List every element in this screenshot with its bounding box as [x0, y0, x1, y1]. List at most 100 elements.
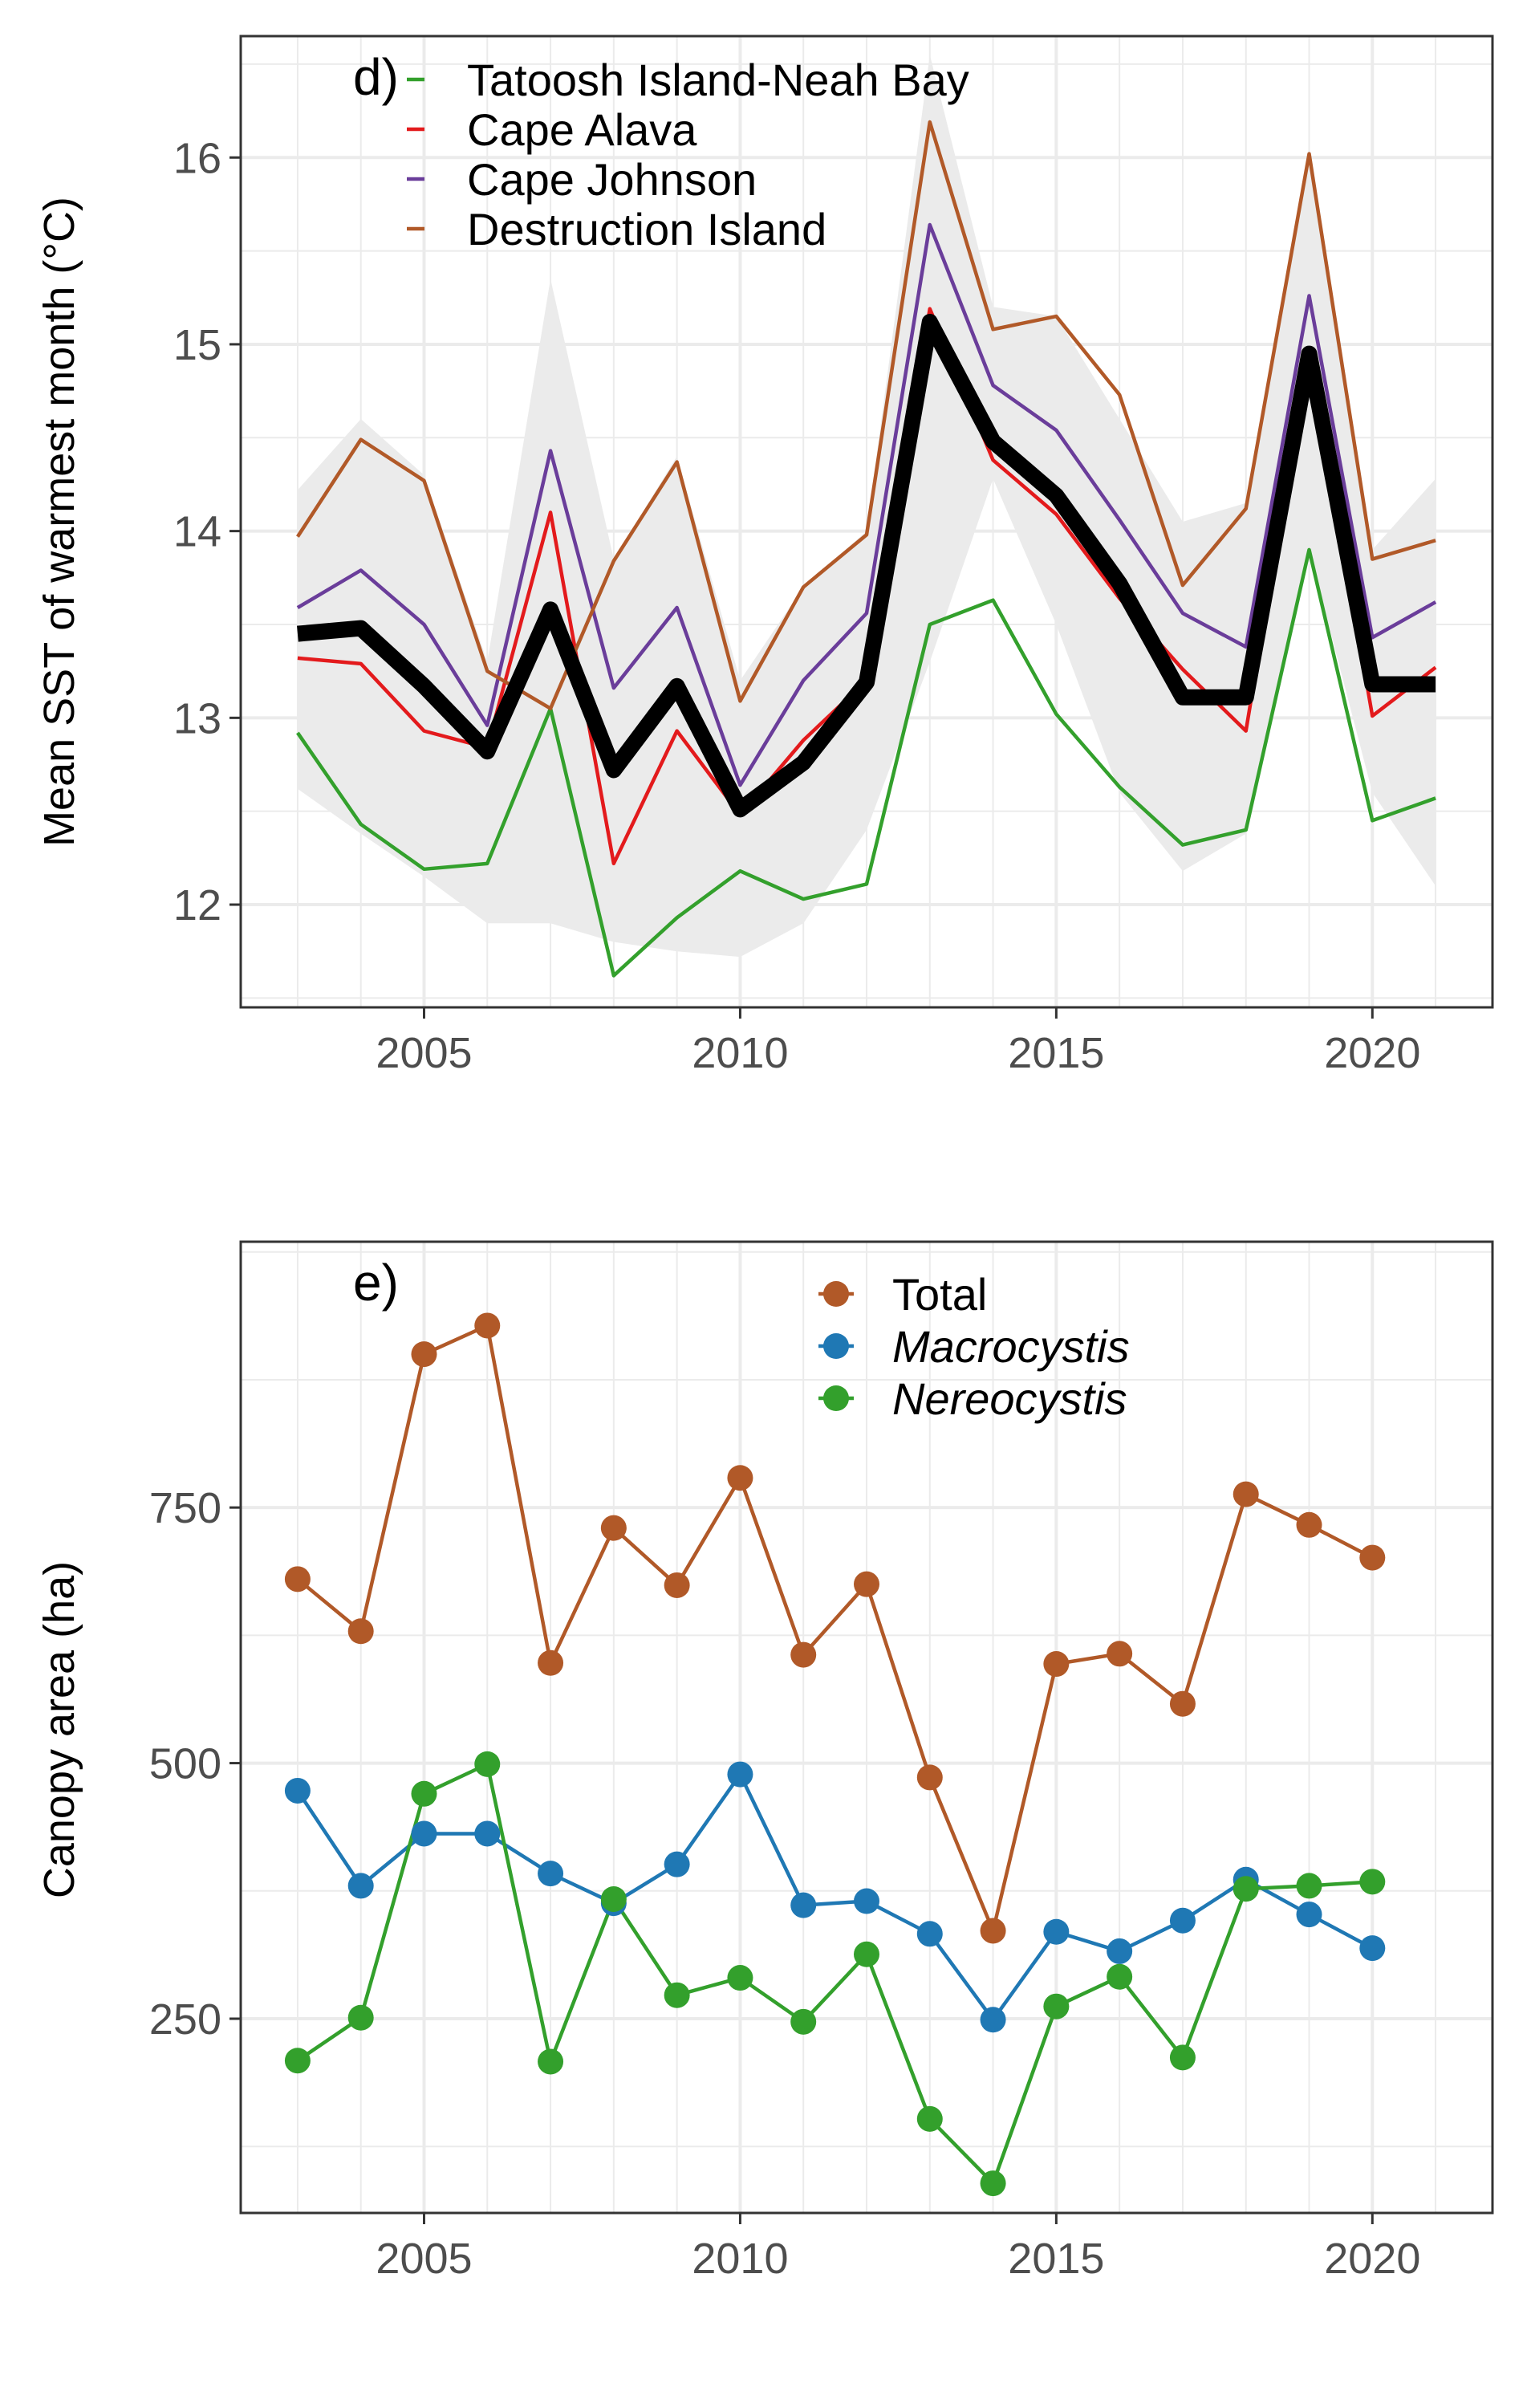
data-point-total-2011: [790, 1641, 817, 1668]
data-point-total-2015: [1043, 1651, 1070, 1678]
legend-key-dot-nereocystis: [823, 1385, 849, 1411]
legend-item-nereocystis: Nereocystis: [818, 1373, 1127, 1424]
x-tick-label-2010: 2010: [692, 1029, 788, 1077]
y-tick-label-750: 750: [149, 1484, 221, 1532]
data-point-macrocystis-2020: [1359, 1935, 1386, 1962]
sst-panel: 2005 2010 2015 2020 12 13 14 15 16 Mean SST of w…: [35, 35, 1494, 1077]
legend-item-total: Total: [818, 1269, 987, 1320]
legend-item-macrocystis: Macrocystis: [818, 1321, 1130, 1372]
data-point-macrocystis-2012: [854, 1888, 879, 1914]
data-point-macrocystis-2014: [980, 2007, 1006, 2033]
sst-plot-border: [239, 35, 1494, 1009]
data-point-total-2018: [1233, 1481, 1259, 1507]
y-tick-label-15: 15: [173, 321, 221, 369]
sst-tick-labels: 2005 2010 2015 2020 12 13 14 15 16: [173, 134, 1420, 1077]
data-point-macrocystis-2013: [916, 1921, 943, 1947]
data-point-total-2005: [411, 1341, 437, 1368]
data-point-nereocystis-2004: [347, 2004, 374, 2031]
legend-label-cape-alava: Cape Alava: [467, 104, 697, 155]
legend-label-macrocystis: Macrocystis: [892, 1321, 1130, 1372]
sst-panel-tag: d): [353, 48, 399, 106]
data-point-nereocystis-2017: [1169, 2044, 1196, 2071]
data-point-total-2012: [854, 1571, 879, 1597]
legend-label-total: Total: [892, 1269, 987, 1320]
data-point-macrocystis-2009: [664, 1851, 690, 1877]
data-point-nereocystis-2015: [1043, 1993, 1070, 2020]
x-tick-label-2010: 2010: [692, 2235, 788, 2283]
data-point-total-2020: [1359, 1544, 1386, 1571]
data-point-nereocystis-2019: [1296, 1873, 1322, 1899]
data-point-nereocystis-2010: [727, 1965, 753, 1991]
data-point-nereocystis-2011: [790, 2008, 817, 2035]
data-point-total-2007: [538, 1649, 564, 1676]
data-point-macrocystis-2015: [1043, 1918, 1070, 1945]
data-point-nereocystis-2018: [1233, 1876, 1259, 1902]
data-point-nereocystis-2020: [1359, 1869, 1386, 1895]
legend-key-dot-total: [823, 1281, 849, 1307]
y-tick-label-500: 500: [149, 1740, 221, 1788]
canopy-tick-labels: 2005 2010 2015 2020 250 500 750: [149, 1484, 1420, 2283]
data-point-total-2017: [1169, 1690, 1196, 1717]
data-point-macrocystis-2019: [1296, 1902, 1322, 1928]
mean-line: [297, 314, 1436, 818]
x-tick-label-2020: 2020: [1324, 2235, 1420, 2283]
data-point-total-2010: [727, 1465, 753, 1491]
data-point-total-2006: [474, 1312, 501, 1339]
data-point-macrocystis-2005: [411, 1820, 437, 1847]
canopy-y-axis-title: Canopy area (ha): [35, 1561, 83, 1898]
canopy-panel: 2005 2010 2015 2020 250 500 750 Canopy area (h…: [35, 1240, 1494, 2283]
data-point-nereocystis-2006: [474, 1751, 501, 1777]
data-point-total-2016: [1107, 1641, 1133, 1667]
data-point-total-2013: [916, 1764, 943, 1791]
legend-label-cape-johnson: Cape Johnson: [467, 154, 757, 205]
data-point-nereocystis-2003: [284, 2048, 311, 2074]
legend-key-dot-macrocystis: [823, 1333, 849, 1359]
y-tick-label-12: 12: [173, 881, 221, 929]
sst-axis-ticks: [229, 156, 1374, 1019]
legend-label-destruction-island: Destruction Island: [467, 204, 826, 254]
x-tick-label-2015: 2015: [1008, 1029, 1104, 1077]
data-point-total-2008: [600, 1515, 627, 1541]
y-tick-label-13: 13: [173, 694, 221, 742]
data-point-macrocystis-2017: [1169, 1907, 1196, 1934]
data-point-total-2014: [980, 1918, 1006, 1944]
data-point-macrocystis-2003: [284, 1777, 311, 1804]
data-point-macrocystis-2011: [790, 1892, 817, 1918]
legend-label-nereocystis: Nereocystis: [892, 1373, 1127, 1424]
x-tick-label-2005: 2005: [376, 2235, 472, 2283]
sst-ribbon-layer: [297, 55, 1436, 958]
data-point-macrocystis-2016: [1107, 1938, 1133, 1964]
legend-label-tatoosh-island-neah-bay: Tatoosh Island-Neah Bay: [467, 55, 969, 105]
y-tick-label-14: 14: [173, 508, 221, 556]
canopy-points-layer: [284, 1312, 1386, 2197]
data-point-nereocystis-2012: [854, 1941, 879, 1967]
series-line-destruction-island: [296, 120, 1436, 710]
canopy-plot-border: [239, 1240, 1494, 2215]
data-point-nereocystis-2007: [538, 2048, 564, 2075]
data-point-nereocystis-2009: [664, 1982, 690, 2008]
data-point-nereocystis-2013: [916, 2105, 943, 2132]
data-point-macrocystis-2010: [727, 1761, 753, 1788]
series-line-cape-johnson: [296, 222, 1437, 787]
x-tick-label-2020: 2020: [1324, 1029, 1420, 1077]
legend-item-cape-alava: Cape Alava: [407, 104, 697, 155]
data-point-nereocystis-2014: [980, 2170, 1006, 2197]
legend-item-cape-johnson: Cape Johnson: [407, 154, 757, 205]
data-point-nereocystis-2005: [411, 1780, 437, 1807]
data-point-nereocystis-2016: [1107, 1963, 1133, 1990]
y-tick-label-250: 250: [149, 1995, 221, 2044]
x-tick-label-2005: 2005: [376, 1029, 472, 1077]
data-point-total-2004: [347, 1618, 374, 1645]
x-tick-label-2015: 2015: [1008, 2235, 1104, 2283]
confidence-ribbon: [297, 55, 1436, 958]
canopy-axis-ticks: [229, 1506, 1374, 2224]
data-point-total-2019: [1296, 1511, 1322, 1538]
sst-y-axis-title: Mean SST of warmest month (°C): [35, 197, 83, 847]
canopy-panel-tag: e): [353, 1254, 399, 1312]
data-point-macrocystis-2007: [538, 1861, 564, 1887]
data-point-nereocystis-2008: [600, 1885, 627, 1912]
series-line-tatoosh-island-neah-bay: [296, 547, 1436, 978]
